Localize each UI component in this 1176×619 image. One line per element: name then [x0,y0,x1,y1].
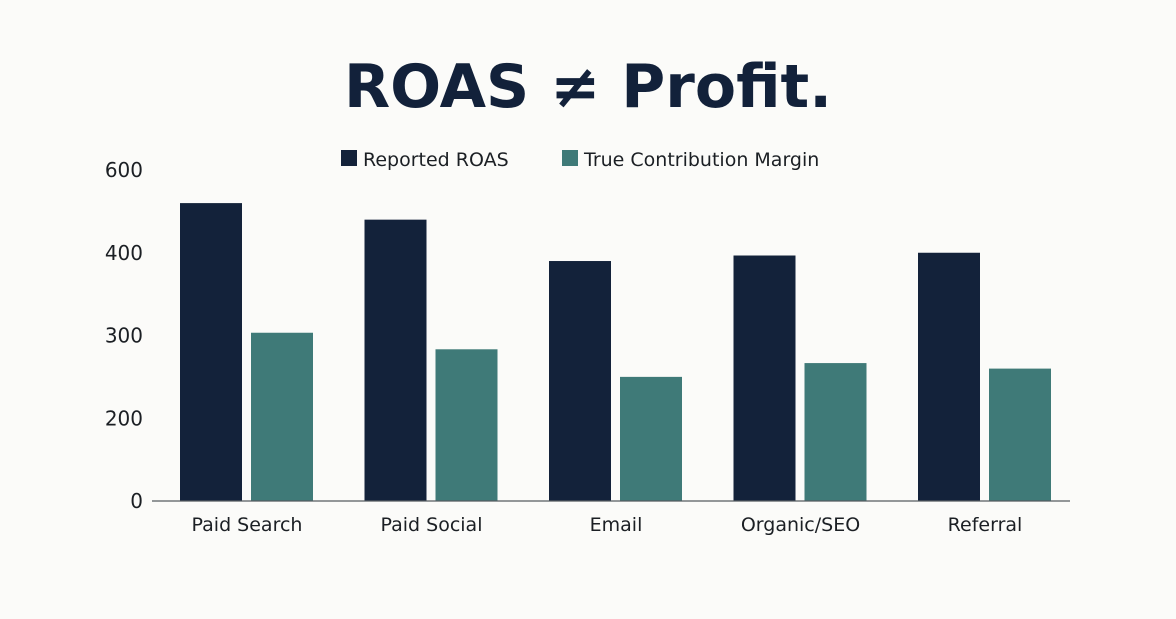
x-axis-categories: Paid Search Paid Social Email Organic/SEO Re… [192,514,1023,536]
y-axis-ticks: 0 200 300 400 600 [105,158,143,513]
bar-true-contribution-margin [251,332,313,501]
legend-swatch-reported-roas [341,150,357,166]
bar-true-contribution-margin [620,376,682,501]
x-category-label: Organic/SEO [741,514,860,536]
bar-true-contribution-margin [435,349,498,501]
y-tick-label: 400 [105,241,143,265]
y-tick-label: 300 [105,324,143,348]
bar-reported-roas [364,219,427,501]
x-category-label: Email [590,514,643,536]
legend-label-true-contribution-margin: True Contribution Margin [583,149,819,171]
legend-swatch-true-contribution-margin [562,150,578,166]
x-category-label: Paid Search [192,514,303,536]
y-tick-label: 0 [130,489,143,513]
y-tick-label: 200 [105,406,143,430]
bar-reported-roas [180,203,242,501]
bar-reported-roas [549,261,611,501]
legend: Reported ROAS True Contribution Margin [341,149,819,171]
bar-reported-roas [733,255,796,501]
legend-label-reported-roas: Reported ROAS [363,149,509,171]
bar-reported-roas [918,252,980,501]
x-category-label: Paid Social [381,514,483,536]
x-category-label: Referral [948,514,1023,536]
bar-true-contribution-margin [989,368,1051,501]
y-tick-label: 600 [105,158,143,182]
chart-title: ROAS ≠ Profit. [344,52,832,122]
bar-true-contribution-margin [804,363,867,501]
bars [180,203,1051,501]
